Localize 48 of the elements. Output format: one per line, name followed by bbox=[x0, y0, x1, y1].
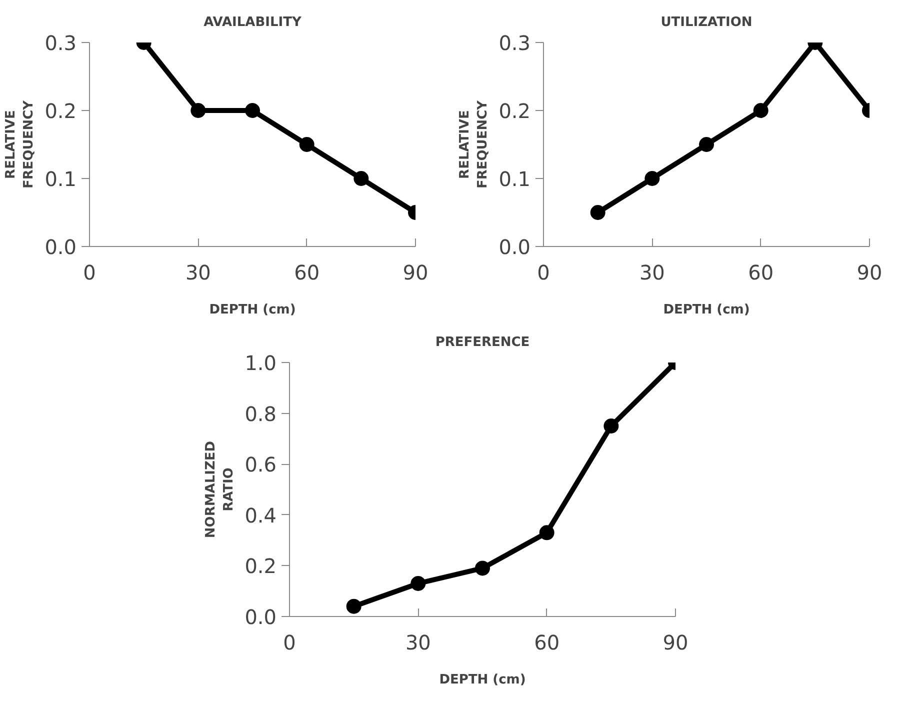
x-tick-label: 60 bbox=[534, 630, 560, 654]
y-tick-label: 0.0 bbox=[244, 605, 277, 629]
x-tick-label: 90 bbox=[662, 630, 688, 654]
x-axis-title: DEPTH (cm) bbox=[209, 302, 296, 318]
y-tick-label: 0.6 bbox=[244, 452, 277, 477]
point bbox=[410, 576, 426, 591]
y-tick-label: 0.0 bbox=[498, 235, 531, 259]
chart-title: PREFERENCE bbox=[435, 335, 530, 350]
y-tick-label: 0.1 bbox=[44, 167, 77, 191]
point bbox=[299, 137, 314, 152]
point bbox=[475, 560, 490, 576]
x-tick-label: 90 bbox=[856, 260, 882, 284]
point bbox=[604, 418, 619, 434]
y-tick-label: 0.2 bbox=[44, 99, 77, 123]
x-axis-title: DEPTH (cm) bbox=[663, 302, 750, 318]
y-axis-title: RELATIVE FREQUENCY bbox=[458, 100, 491, 189]
x-tick-label: 30 bbox=[185, 260, 211, 284]
point bbox=[753, 103, 768, 118]
point bbox=[699, 137, 714, 152]
x-tick-label: 0 bbox=[283, 630, 296, 654]
point bbox=[190, 103, 206, 118]
y-tick-label: 0.4 bbox=[244, 503, 277, 528]
y-tick-label: 1.0 bbox=[244, 351, 277, 375]
y-tick-label: 0.8 bbox=[244, 402, 277, 426]
point bbox=[245, 103, 260, 118]
x-tick-label: 30 bbox=[639, 260, 665, 284]
x-tick-label: 60 bbox=[748, 260, 774, 284]
x-tick-label: 30 bbox=[405, 630, 431, 654]
chart-title: UTILIZATION bbox=[660, 15, 752, 30]
y-axis-title: RELATIVE FREQUENCY bbox=[4, 100, 37, 189]
x-axis-title: DEPTH (cm) bbox=[439, 672, 526, 688]
y-tick-label: 0.3 bbox=[44, 31, 77, 55]
x-tick-label: 90 bbox=[402, 260, 428, 284]
chart-title: AVAILABILITY bbox=[204, 15, 302, 30]
point bbox=[539, 525, 554, 540]
point bbox=[354, 171, 369, 186]
y-tick-label: 0.0 bbox=[44, 235, 77, 259]
y-tick-label: 0.3 bbox=[498, 31, 531, 55]
y-axis-title: NORMALIZED RATIO bbox=[204, 440, 237, 538]
x-tick-label: 0 bbox=[537, 260, 550, 284]
point bbox=[644, 171, 660, 186]
point bbox=[346, 598, 362, 614]
x-tick-label: 0 bbox=[83, 260, 96, 284]
y-tick-label: 0.2 bbox=[498, 99, 531, 123]
y-tick-label: 0.2 bbox=[244, 554, 277, 578]
x-tick-label: 60 bbox=[294, 260, 320, 284]
y-tick-label: 0.1 bbox=[498, 167, 531, 191]
point bbox=[590, 205, 606, 220]
